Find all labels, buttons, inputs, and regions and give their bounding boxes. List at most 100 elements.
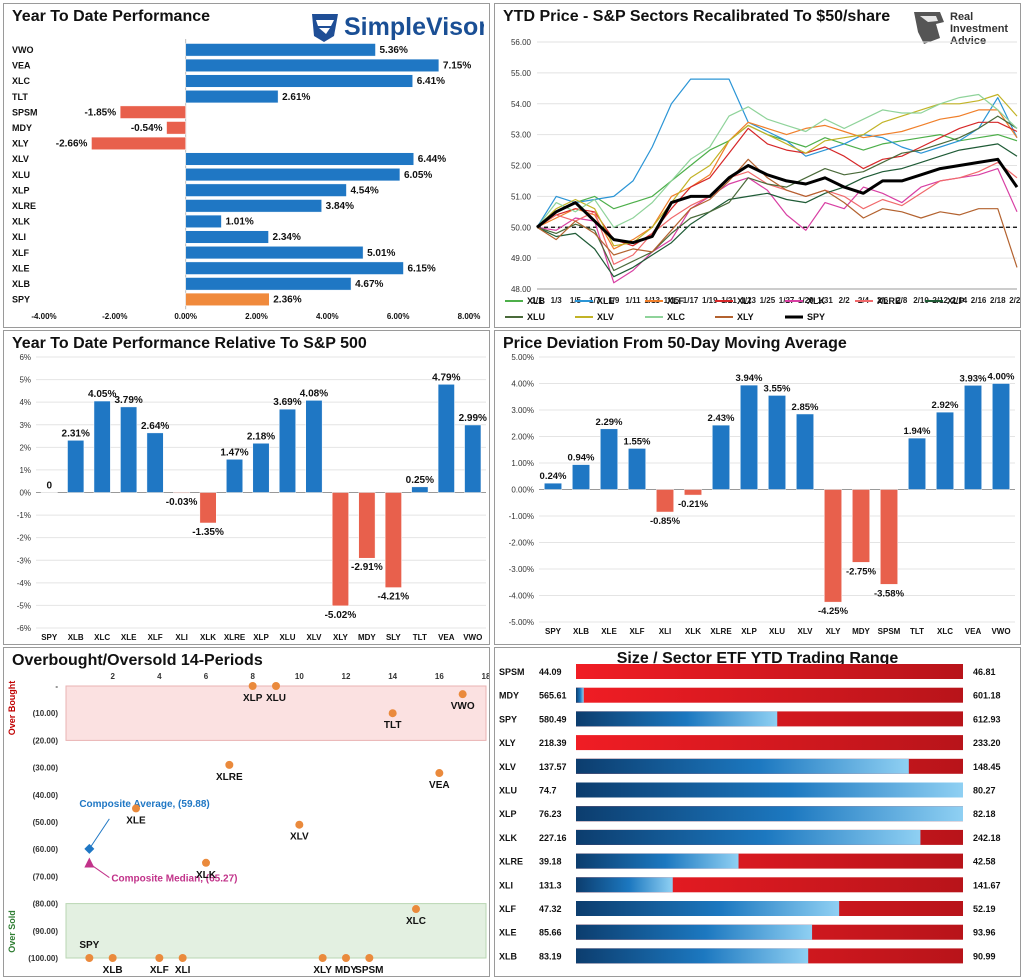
point-spy — [85, 954, 94, 962]
y-tick-label: 3.00% — [511, 406, 534, 415]
x-tick-label: XLY — [826, 627, 841, 636]
x-tick-label: XLC — [94, 633, 110, 642]
legend-label: SPY — [807, 312, 825, 322]
value-label: -0.21% — [678, 499, 709, 510]
bar-xlc — [936, 411, 954, 490]
point-label: XLB — [103, 965, 123, 976]
bar-xlb — [572, 464, 590, 490]
y-tick-label: 55.00 — [511, 69, 532, 78]
range-bar-progress — [576, 687, 584, 703]
oversold-axis-label: Over Sold — [7, 910, 17, 953]
simplevisor-eagle-icon — [312, 14, 338, 42]
series-line-xlv — [536, 93, 1018, 247]
row-high: 80.27 — [973, 786, 996, 796]
value-label: 1.55% — [624, 436, 651, 447]
range-bar-progress — [576, 901, 840, 916]
bar-xlp — [185, 183, 347, 197]
y-tick-label: 53.00 — [511, 131, 532, 140]
bar-vea — [964, 385, 982, 490]
range-bar-progress — [576, 948, 809, 964]
x-tick-label: VEA — [965, 627, 982, 636]
overbought-zone — [65, 685, 487, 741]
row-low: 137.57 — [539, 762, 567, 772]
value-label: 3.94% — [736, 373, 763, 384]
x-tick-label: MDY — [852, 627, 870, 636]
point-xlu — [272, 682, 280, 690]
point-xlv — [295, 820, 304, 829]
bar-xli — [656, 489, 674, 513]
point-xlf — [155, 954, 164, 962]
y-tick-label: -1.00% — [509, 512, 534, 521]
value-label: 6.44% — [418, 154, 446, 165]
x-tick-label: 6.00% — [387, 312, 410, 321]
x-tick-label: -4.00% — [31, 312, 56, 321]
x-tick-label: XLK — [200, 633, 216, 642]
x-tick-label: SPSM — [878, 627, 901, 636]
legend-label: XLF — [667, 296, 685, 306]
range-bar-remaining — [576, 664, 963, 679]
bar-xli — [185, 230, 269, 244]
x-tick-label: XLE — [601, 627, 617, 636]
y-tick-label: 0% — [19, 489, 31, 498]
y-tick-label: -5% — [17, 601, 31, 610]
overbought-oversold-panel: Overbought/Oversold 14-Periods Over Boug… — [3, 647, 490, 977]
row-high: 90.99 — [973, 951, 996, 961]
x-tick-label: SPY — [545, 627, 562, 636]
range-bar-progress — [576, 806, 963, 822]
x-tick-label: 1/9 — [608, 296, 620, 305]
composite-average-label: Composite Average, (59.88) — [79, 799, 209, 810]
bar-xli — [173, 492, 191, 494]
bar-vwo — [464, 424, 482, 493]
point-label: SPSM — [355, 965, 383, 976]
bar-xlb — [67, 440, 85, 493]
x-tick-label: 2/14 — [952, 296, 968, 305]
x-tick-label: 1/25 — [760, 296, 776, 305]
row-high: 82.18 — [973, 809, 996, 819]
point-xlk — [202, 858, 210, 867]
value-label: 7.15% — [443, 61, 471, 72]
legend-label: XLB — [527, 296, 546, 306]
x-tick-label: XLE — [121, 633, 137, 642]
category-label: XLRE — [12, 201, 36, 211]
overbought-axis-label: Over Bought — [7, 681, 17, 736]
category-label: XLU — [12, 170, 30, 180]
trading-range-chart: SPSM 44.09 46.81 MDY 565.61 601.18 SPY 580.49 61… — [499, 664, 1001, 964]
relative-performance-panel: Year To Date Performance Relative To S&P… — [3, 330, 490, 645]
row-high: 242.18 — [973, 833, 1001, 843]
point-label: XLP — [243, 693, 263, 704]
row-low: 580.49 — [539, 714, 567, 724]
value-label: 6.15% — [407, 263, 435, 274]
bar-xlk — [199, 492, 217, 524]
row-low: 74.7 — [539, 786, 557, 796]
x-tick-label: 1/23 — [740, 296, 756, 305]
range-bar-remaining — [576, 687, 963, 703]
value-label: 2.64% — [141, 421, 169, 432]
point-label: XLV — [290, 832, 309, 843]
point-xlre — [225, 760, 234, 769]
series-line-xlc — [536, 93, 1018, 228]
deviation-bar-chart: -5.00% -4.00% -3.00% -2.00% -1.00% 0.00% 1.00%… — [509, 353, 1015, 636]
series-line-xlre — [536, 161, 1018, 265]
overbought-oversold-scatter: Over Bought Over Sold Composite Average,… — [7, 672, 490, 976]
bar-xlu — [185, 168, 401, 182]
x-tick-label: 18 — [482, 672, 490, 681]
y-tick-label: (50.00) — [33, 818, 59, 827]
y-tick-label: 5% — [19, 376, 31, 385]
trading-range-title: Size / Sector ETF YTD Trading Range — [616, 650, 899, 667]
x-tick-label: XLP — [741, 627, 757, 636]
bar-xlf — [185, 246, 364, 260]
value-label: 3.55% — [764, 383, 791, 394]
value-label: 6.05% — [404, 170, 432, 181]
row-low: 565.61 — [539, 691, 567, 701]
y-tick-label: (90.00) — [33, 927, 59, 936]
point-label: TLT — [384, 720, 402, 731]
bar-spsm — [119, 105, 186, 119]
row-name: XLE — [499, 928, 517, 938]
x-tick-label: XLRE — [710, 627, 732, 636]
category-label: XLY — [12, 139, 29, 149]
bar-xlu — [279, 408, 296, 493]
value-label: 4.00% — [988, 372, 1015, 383]
value-label: 3.84% — [326, 201, 354, 212]
price-deviation-panel: Price Deviation From 50-Day Moving Avera… — [494, 330, 1021, 645]
row-high: 46.81 — [973, 667, 996, 677]
